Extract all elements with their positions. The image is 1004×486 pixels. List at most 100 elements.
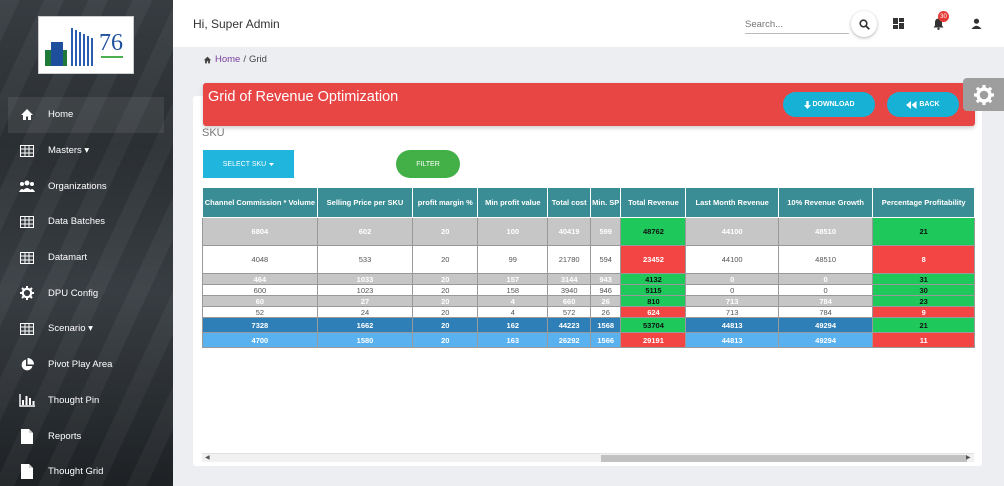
column-header[interactable]: Last Month Revenue	[685, 187, 779, 218]
revenue-grid-table: Channel Commission * Volume Selling Pric…	[202, 187, 975, 348]
table-cell: 599	[589, 217, 622, 246]
page-title: Grid of Revenue Optimization	[208, 89, 399, 105]
table-cell: 30	[872, 284, 975, 296]
file-icon	[18, 464, 36, 480]
column-header[interactable]: Min. SP	[589, 187, 622, 218]
table-cell: 1568	[589, 317, 622, 333]
sidebar-item-reports[interactable]: Reports	[8, 418, 164, 454]
table-header-row: Channel Commission * Volume Selling Pric…	[202, 187, 975, 218]
table-cell: 713	[685, 306, 779, 318]
column-header[interactable]: Selling Price per SKU	[316, 187, 414, 218]
dashboard-icon[interactable]	[891, 16, 905, 30]
table-cell: 600	[202, 284, 318, 296]
table-cell: 533	[316, 245, 414, 274]
logo-graphic-icon: 76	[45, 28, 123, 66]
sidebar-item-scenario[interactable]: Scenario ▾	[8, 311, 164, 347]
scroll-right-icon[interactable]: ▶	[966, 455, 971, 461]
breadcrumb: Home / Grid	[203, 54, 267, 65]
sidebar-item-thought-pin[interactable]: Thought Pin	[8, 383, 164, 419]
sidebar-item-label: Pivot Play Area	[48, 359, 113, 371]
table-cell: 0	[685, 273, 779, 285]
sidebar-item-thought-grid[interactable]: Thought Grid	[8, 454, 164, 486]
table-body: 6804 602 20 100 40419 599 48762 44100 48510 21 404…	[202, 217, 975, 348]
column-header[interactable]: Channel Commission * Volume	[202, 187, 318, 218]
search-button[interactable]	[851, 11, 877, 37]
sidebar-item-pivot-play-area[interactable]: Pivot Play Area	[8, 347, 164, 383]
table-cell: 60	[202, 295, 318, 307]
table-cell: 44813	[685, 317, 779, 333]
table-cell: 660	[547, 295, 591, 307]
table-cell: 26	[589, 295, 622, 307]
table-cell: 20	[412, 306, 479, 318]
sidebar-item-label: Scenario ▾	[48, 323, 93, 335]
table-cell: 3144	[547, 273, 591, 285]
sidebar-item-masters[interactable]: Masters ▾	[8, 133, 164, 169]
table-cell: 4700	[202, 332, 318, 348]
sidebar-item-organizations[interactable]: Organizations	[8, 168, 164, 204]
table-cell: 20	[412, 284, 479, 296]
table-cell: 157	[477, 273, 549, 285]
horizontal-scrollbar[interactable]: ◀ ▶	[202, 453, 974, 462]
sidebar-item-label: Thought Grid	[48, 466, 104, 478]
filter-button[interactable]: FILTER	[396, 150, 460, 178]
table-icon	[18, 214, 36, 230]
table-cell: 53704	[620, 317, 687, 333]
table-cell: 1566	[589, 332, 622, 348]
table-cell: 1023	[316, 284, 414, 296]
column-header[interactable]: Total Revenue	[620, 187, 687, 218]
table-cell: 26	[589, 306, 622, 318]
table-cell: 21	[872, 317, 975, 333]
user-icon[interactable]	[969, 16, 983, 30]
column-header[interactable]: 10% Revenue Growth	[777, 187, 874, 218]
pie-chart-icon	[18, 357, 36, 373]
table-cell: 7328	[202, 317, 318, 333]
home-icon	[203, 56, 212, 63]
table-cell: 99	[477, 245, 549, 274]
table-row: 464 1033 20 157 3144 943 4132 0 0 31	[202, 273, 975, 285]
breadcrumb-home[interactable]: Home	[215, 54, 241, 65]
select-sku-button[interactable]: SELECT SKU	[203, 150, 294, 178]
table-cell: 44223	[547, 317, 591, 333]
svg-text:76: 76	[99, 30, 123, 56]
table-cell: 21780	[547, 245, 591, 274]
breadcrumb-separator: /	[243, 54, 246, 65]
table-cell: 3940	[547, 284, 591, 296]
sku-label: SKU	[202, 127, 225, 139]
scroll-left-icon[interactable]: ◀	[205, 455, 210, 461]
sidebar-item-datamart[interactable]: Datamart	[8, 240, 164, 276]
column-header[interactable]: Total cost	[547, 187, 591, 218]
sidebar-nav: Home Masters ▾ Organizations Data Batche…	[8, 97, 164, 486]
sidebar-item-label: Home	[48, 109, 74, 121]
backward-icon	[906, 100, 917, 109]
table-cell: 810	[620, 295, 687, 307]
column-header[interactable]: Percentage Profitability	[872, 187, 975, 218]
table-cell: 946	[589, 284, 622, 296]
notification-badge: 30	[938, 11, 949, 22]
sidebar-item-label: Thought Pin	[48, 394, 100, 406]
topbar: Hi, Super Admin 30	[173, 0, 1004, 47]
sidebar-item-home[interactable]: Home	[8, 97, 164, 133]
sidebar-item-dpu-config[interactable]: DPU Config	[8, 275, 164, 311]
column-header[interactable]: profit margin %	[412, 187, 479, 218]
scrollbar-thumb[interactable]	[601, 455, 967, 462]
column-header[interactable]: Min profit value	[477, 187, 549, 218]
search-input[interactable]	[745, 16, 849, 34]
table-row: 600 1023 20 158 3940 946 5115 0 0 30	[202, 284, 975, 296]
greeting: Hi, Super Admin	[193, 17, 280, 31]
table-cell: 20	[412, 217, 479, 246]
settings-tab[interactable]	[963, 78, 1004, 111]
back-button[interactable]: BACK	[887, 92, 959, 117]
table-cell: 48762	[620, 217, 687, 246]
card-header: Grid of Revenue Optimization DOWNLOAD BA…	[203, 83, 975, 126]
table-cell: 20	[412, 273, 479, 285]
table-cell: 4132	[620, 273, 687, 285]
logo[interactable]: 76	[38, 16, 134, 74]
table-cell: 48510	[777, 217, 874, 246]
table-icon	[18, 143, 36, 159]
table-cell: 6804	[202, 217, 318, 246]
sidebar-item-data-batches[interactable]: Data Batches	[8, 204, 164, 240]
arrow-down-icon	[803, 100, 811, 109]
table-cell: 20	[412, 317, 479, 333]
download-button[interactable]: DOWNLOAD	[783, 92, 875, 117]
table-cell: 602	[316, 217, 414, 246]
